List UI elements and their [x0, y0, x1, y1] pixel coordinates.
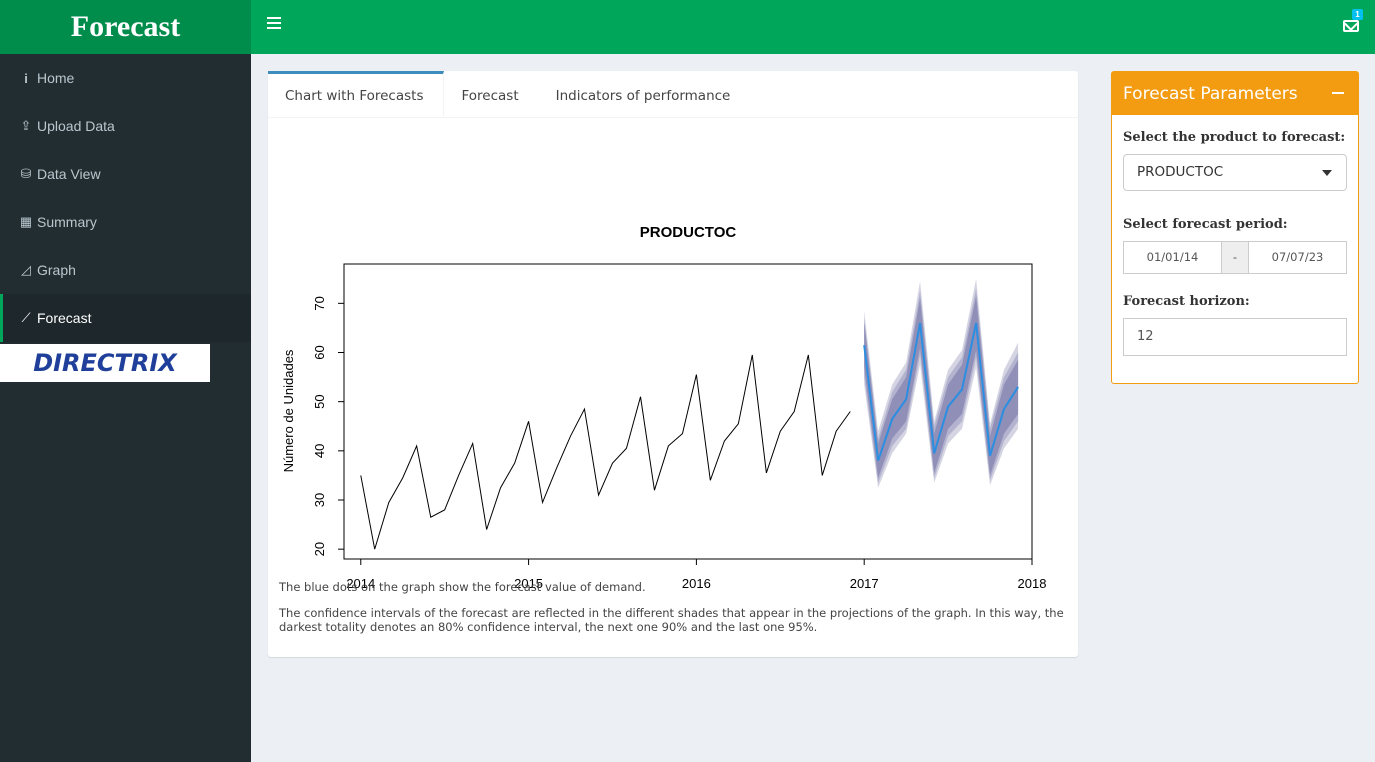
history-line: [360, 354, 851, 550]
x-tick-label: 2018: [1018, 576, 1047, 591]
chart-title: PRODUCTOC: [640, 224, 737, 241]
y-tick-label: 20: [312, 542, 327, 556]
sidebar-item-label: Data View: [37, 166, 101, 182]
params-header: Forecast Parameters: [1112, 72, 1358, 115]
horizon-label: Forecast horizon:: [1123, 294, 1250, 309]
y-tick-label: 40: [312, 444, 327, 458]
tab-forecast[interactable]: Forecast: [461, 88, 519, 104]
database-icon: ⛁: [20, 166, 32, 181]
forecast-line: [863, 322, 1019, 461]
product-select-value: PRODUCTOC: [1137, 164, 1224, 180]
sidebar-item-data-view[interactable]: ⛁ Data View: [0, 150, 251, 198]
sidebar: i Home ⇪ Upload Data ⛁ Data View ▦ Summa…: [0, 54, 251, 762]
sidebar-item-label: Summary: [37, 214, 97, 230]
product-label: Select the product to forecast:: [1123, 130, 1346, 145]
caret-down-icon: [1322, 170, 1332, 176]
sidebar-item-forecast[interactable]: ⟋ Forecast: [0, 294, 251, 342]
period-separator: -: [1221, 242, 1249, 273]
note-confidence-intervals: The confidence intervals of the forecast…: [279, 606, 1064, 634]
period-end-input[interactable]: 07/07/23: [1271, 250, 1324, 264]
directrix-logo: DIRECTRIX: [0, 344, 210, 382]
sidebar-toggle-icon[interactable]: [267, 17, 281, 31]
sidebar-item-label: Graph: [37, 262, 76, 278]
table-icon: ▦: [19, 214, 33, 229]
period-label: Select forecast period:: [1123, 217, 1288, 232]
period-start-input[interactable]: 01/01/14: [1146, 250, 1199, 264]
sidebar-item-summary[interactable]: ▦ Summary: [0, 198, 251, 246]
tab-bar: Chart with Forecasts Forecast Indicators…: [268, 71, 1078, 118]
forecast-parameters-box: Forecast Parameters Select the product t…: [1111, 71, 1359, 384]
x-tick-label: 2015: [514, 576, 543, 591]
horizon-input[interactable]: 12: [1123, 318, 1347, 356]
top-navbar: 1: [251, 0, 1375, 54]
collapse-minus-icon[interactable]: [1332, 92, 1344, 94]
x-tick-label: 2017: [850, 576, 879, 591]
forecast-tab-box: Chart with Forecasts Forecast Indicators…: [268, 71, 1078, 657]
product-select[interactable]: PRODUCTOC: [1123, 154, 1347, 191]
y-tick-label: 60: [312, 345, 327, 359]
forecast-chart: PRODUCTOC 2014 2015 2016 2017 2018 20 30 40 50 60 7…: [268, 141, 1078, 621]
y-tick-label: 30: [312, 493, 327, 507]
info-icon: i: [24, 70, 28, 86]
upload-icon: ⇪: [20, 118, 32, 133]
tab-chart-with-forecasts[interactable]: Chart with Forecasts: [268, 71, 445, 117]
sidebar-item-home[interactable]: i Home: [0, 54, 251, 102]
y-tick-label: 50: [312, 394, 327, 408]
notification-badge: 1: [1352, 9, 1363, 20]
sidebar-item-upload-data[interactable]: ⇪ Upload Data: [0, 102, 251, 150]
sidebar-item-graph[interactable]: ◿ Graph: [0, 246, 251, 294]
brand-text: DIRECTRIX: [33, 349, 177, 377]
forecast-chart-svg: PRODUCTOC 2014 2015 2016 2017 2018 20 30 40 50 60 7…: [281, 224, 1047, 591]
sidebar-item-label: Upload Data: [37, 118, 115, 134]
area-chart-icon: ◿: [21, 262, 31, 277]
x-tick-label: 2014: [346, 576, 375, 591]
sidebar-item-label: Forecast: [37, 310, 92, 326]
messages-icon[interactable]: [1343, 20, 1359, 32]
sidebar-item-label: Home: [37, 70, 75, 86]
period-date-range: 01/01/14 - 07/07/23: [1123, 241, 1347, 274]
y-axis-label: Número de Unidades: [281, 349, 296, 472]
y-tick-label: 70: [312, 296, 327, 310]
app-logo[interactable]: Forecast: [0, 0, 251, 54]
line-chart-icon: ⟋: [21, 310, 31, 325]
band-80: [864, 295, 1019, 478]
note-forecast-dots: The blue dots on the graph show the fore…: [279, 580, 646, 594]
params-title: Forecast Parameters: [1123, 83, 1298, 104]
x-tick-label: 2016: [682, 576, 711, 591]
tab-indicators-of-performance[interactable]: Indicators of performance: [555, 88, 731, 104]
